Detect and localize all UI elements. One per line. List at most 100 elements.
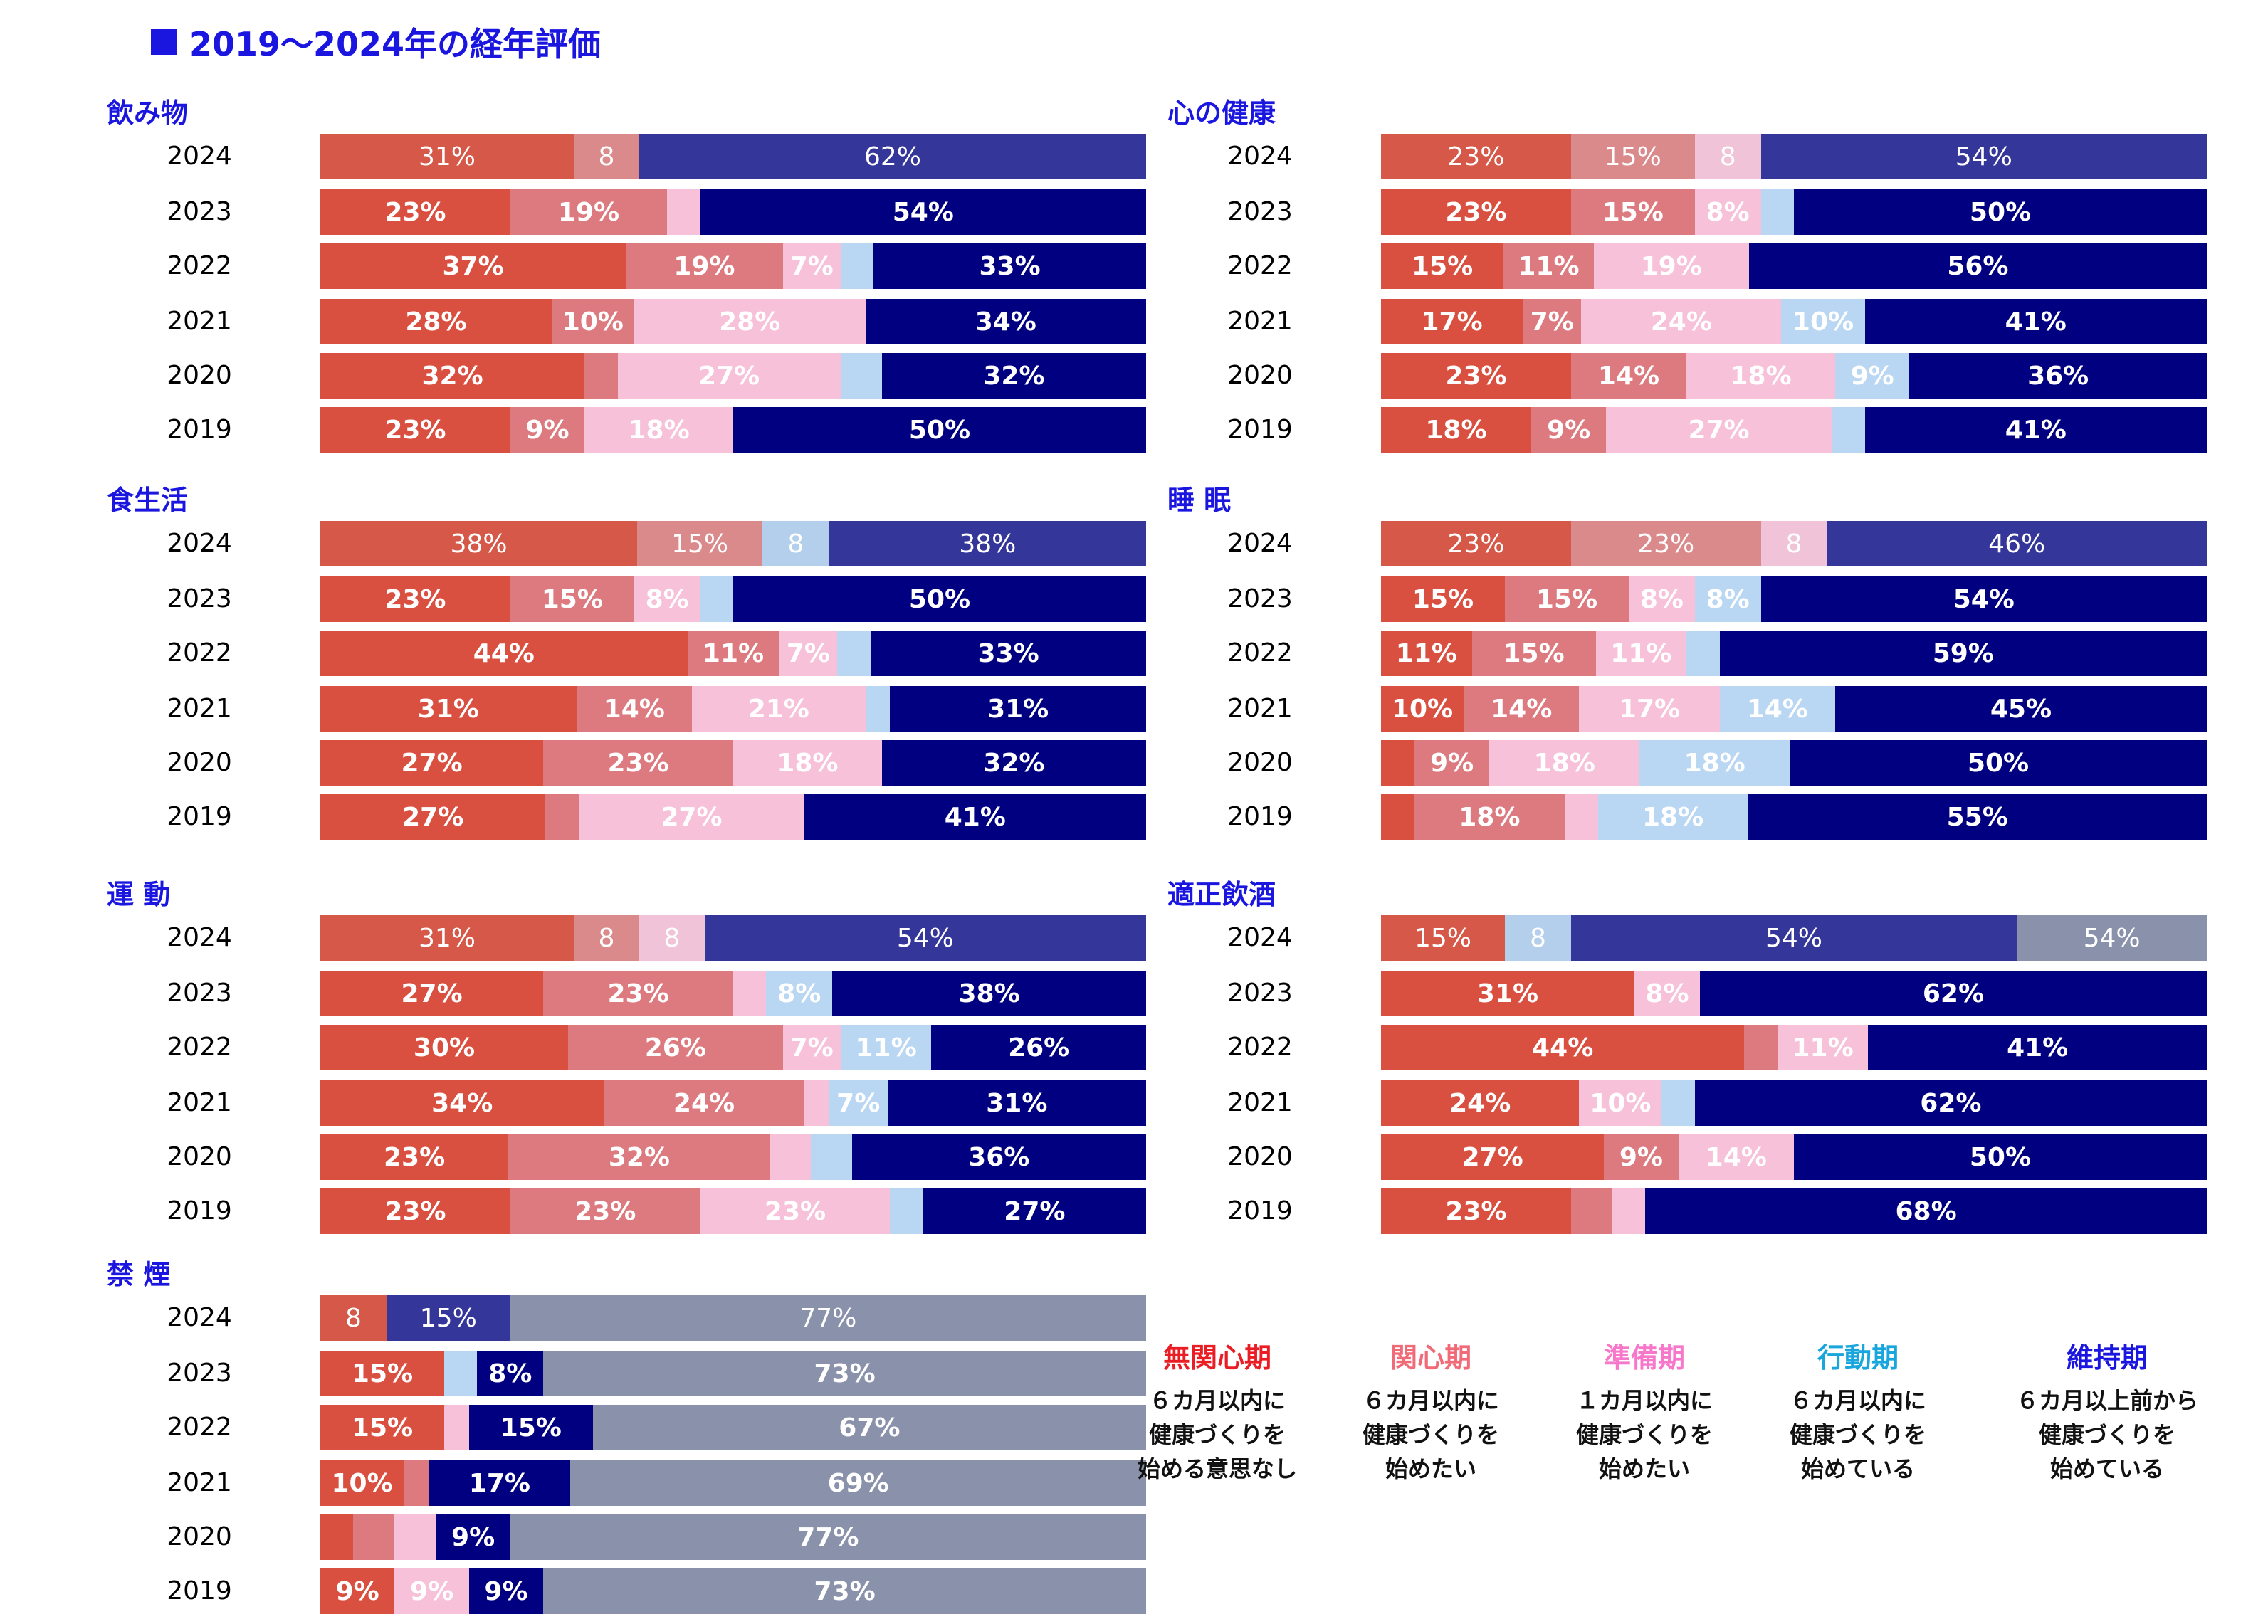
stacked-bar: 44% 11% 7% 33%: [320, 631, 1146, 676]
stacked-bar: 27% 23% 18% 32%: [320, 740, 1146, 786]
bar-segment-muka: 28%: [320, 299, 552, 344]
stacked-bar: 23% 32% 36%: [320, 1134, 1146, 1180]
bar-segment-junbi: 14%: [1678, 1134, 1794, 1180]
legend-stage-name: 維持期: [2066, 1342, 2148, 1373]
bar-segment-iji: 62%: [1699, 971, 2207, 1016]
bar-segment-junbi: 24%: [1581, 299, 1782, 344]
year-tick-label: 2022: [167, 1033, 232, 1062]
bar-segment-kanshin: 15%: [1570, 189, 1695, 235]
data-label: 7%: [1530, 307, 1574, 337]
chart-title: 食生活: [107, 485, 189, 516]
legend-stage-name: 関心期: [1390, 1342, 1471, 1373]
bar-segment-junbi: 8%: [1629, 576, 1695, 622]
bar-segment-junbi: [804, 1080, 829, 1126]
data-label: 31%: [419, 923, 476, 953]
legend-stage-description: ６カ月以内に 健康づくりを 始めている: [1751, 1383, 1965, 1486]
bar-segment-kanshin: 7%: [1523, 299, 1582, 344]
year-tick-label: 2019: [167, 1576, 232, 1605]
bar-segment-muka: [1381, 740, 1414, 786]
bar-segment-iji: 8%: [477, 1351, 544, 1396]
legend-stage-description: １カ月以内に 健康づくりを 始めたい: [1538, 1383, 1751, 1486]
data-label: 23%: [1445, 197, 1507, 227]
bar-segment-muka: 23%: [1381, 134, 1571, 179]
bar-segment-kodo: 18%: [1597, 794, 1748, 840]
legend-description-line: 健康づくりを: [2038, 1421, 2175, 1448]
bar-row: 2020 27% 9% 14% 50%: [1167, 1134, 2207, 1180]
stacked-bar: 11% 15% 11% 59%: [1381, 631, 2207, 676]
data-label: 17%: [468, 1468, 530, 1498]
bar-segment-muka: 8: [320, 1295, 387, 1341]
data-label: 62%: [1920, 1088, 1982, 1118]
bar-segment-iji: 62%: [639, 134, 1146, 179]
stacked-bar: 23% 23% 23% 27%: [320, 1188, 1146, 1234]
data-label: 23%: [607, 979, 669, 1008]
bar-segment-muka: 17%: [1381, 299, 1523, 344]
data-label: 33%: [977, 638, 1039, 668]
data-label: 14%: [1746, 694, 1808, 724]
bar-segment-iji: 34%: [865, 299, 1146, 344]
bar-segment-muka: 34%: [320, 1080, 604, 1126]
data-label: 21%: [747, 694, 809, 724]
data-label: 23%: [1447, 142, 1505, 172]
legend-description-line: ６カ月以内に: [1148, 1387, 1286, 1414]
data-label: 54%: [896, 923, 954, 953]
year-tick-label: 2022: [1227, 251, 1293, 280]
data-label: 23%: [1447, 529, 1505, 559]
bar-segment-iji: 38%: [832, 971, 1146, 1016]
data-label: 37%: [442, 251, 504, 281]
bar-segment-muka: 31%: [320, 915, 574, 961]
bar-segment-kodo: [865, 686, 891, 732]
data-label: 69%: [827, 1468, 889, 1498]
stacked-bar: 23% 19% 54%: [320, 189, 1146, 235]
data-label: 15%: [541, 584, 603, 614]
bar-segment-muka: 10%: [320, 1460, 404, 1506]
bar-segment-kodo: [890, 1188, 923, 1234]
data-label: 38%: [450, 529, 508, 559]
bar-segment-muka: 9%: [320, 1568, 395, 1614]
bar-row: 2022 15% 11% 19% 56%: [1167, 243, 2207, 289]
data-label: 36%: [968, 1142, 1030, 1172]
bar-segment-kodo: 8%: [1694, 576, 1761, 622]
data-label: 46%: [1988, 529, 2046, 559]
bar-segment-iji: 54%: [1760, 576, 2207, 622]
legend-description-line: ６カ月以内に: [1362, 1387, 1499, 1414]
bar-segment-kanshin: 8: [574, 134, 639, 179]
bar-row: 2024 31% 8 62%: [107, 134, 1146, 179]
data-label: 23%: [384, 1196, 446, 1226]
bar-segment-junbi: 9%: [394, 1568, 469, 1614]
data-label: 28%: [405, 307, 467, 337]
legend-stage-description: ６カ月以内に 健康づくりを 始める意思なし: [1111, 1383, 1324, 1486]
data-label: 8%: [1706, 584, 1750, 614]
data-label: 7%: [836, 1088, 881, 1118]
stacked-bar: 32% 27% 32%: [320, 353, 1146, 399]
bar-segment-kanshin: 23%: [1570, 521, 1761, 566]
data-label: 77%: [797, 1522, 859, 1552]
year-tick-label: 2022: [1227, 1033, 1293, 1062]
bar-segment-kanshin: 14%: [1570, 353, 1687, 399]
bar-row: 2021 10% 14% 17% 14% 45%: [1167, 686, 2207, 732]
bar-segment-iji: 62%: [1694, 1080, 2207, 1126]
legend-stage-name: 準備期: [1603, 1342, 1685, 1373]
bar-row: 2019 18% 18% 55%: [1167, 794, 2207, 840]
legend-stage-name: 行動期: [1817, 1342, 1899, 1373]
bar-segment-junbi: 27%: [579, 794, 804, 840]
year-tick-label: 2019: [167, 1196, 232, 1225]
data-label: 30%: [413, 1033, 476, 1063]
bar-segment-kanshin: 15%: [510, 576, 634, 622]
year-tick-label: 2024: [1227, 923, 1293, 952]
bar-segment-iji: 54%: [1760, 134, 2207, 179]
bar-segment-kodo: [837, 631, 871, 676]
legend-description-line: ６カ月以上前から: [2015, 1387, 2198, 1414]
bar-row: 2019 27% 27% 41%: [107, 794, 1146, 840]
bar-segment-junbi: 11%: [1777, 1025, 1869, 1070]
data-label: 8%: [645, 584, 689, 614]
data-label: 14%: [1597, 361, 1660, 391]
data-label: 32%: [983, 361, 1045, 391]
bar-segment-junbi: 27%: [617, 353, 841, 399]
bar-segment-kodo: 7%: [829, 1080, 888, 1126]
data-label: 62%: [863, 142, 921, 172]
chart-title: 禁 煙: [107, 1259, 171, 1290]
data-label: 18%: [1730, 361, 1792, 391]
bar-segment-kodo: [1661, 1080, 1695, 1126]
stacked-bar: 44% 11% 41%: [1381, 1025, 2207, 1070]
